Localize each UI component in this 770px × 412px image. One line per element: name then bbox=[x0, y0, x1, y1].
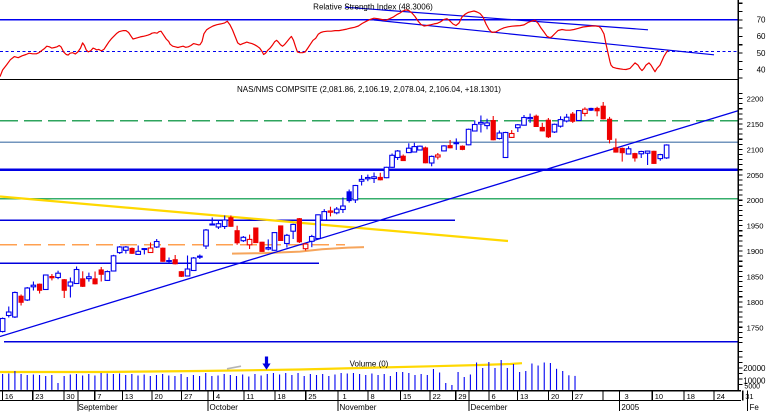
svg-text:23: 23 bbox=[35, 392, 43, 401]
svg-text:Relative Strength Index (48.30: Relative Strength Index (48.3006) bbox=[313, 3, 433, 12]
svg-text:25: 25 bbox=[308, 392, 316, 401]
svg-text:22: 22 bbox=[433, 392, 441, 401]
svg-text:10: 10 bbox=[655, 392, 663, 401]
svg-text:60: 60 bbox=[757, 32, 766, 41]
svg-text:8: 8 bbox=[371, 392, 375, 401]
svg-text:Volume (0): Volume (0) bbox=[350, 359, 389, 368]
svg-text:3: 3 bbox=[625, 392, 629, 401]
svg-text:15: 15 bbox=[403, 392, 411, 401]
svg-text:20000: 20000 bbox=[743, 364, 766, 373]
svg-text:27: 27 bbox=[184, 392, 192, 401]
svg-text:6: 6 bbox=[492, 392, 496, 401]
svg-text:31: 31 bbox=[745, 392, 753, 401]
svg-text:1950: 1950 bbox=[747, 222, 764, 231]
svg-text:18: 18 bbox=[277, 392, 285, 401]
svg-text:40: 40 bbox=[757, 65, 766, 74]
svg-text:11: 11 bbox=[246, 392, 254, 401]
svg-text:September: September bbox=[79, 403, 118, 412]
svg-text:70: 70 bbox=[757, 16, 766, 25]
svg-text:13: 13 bbox=[520, 392, 528, 401]
svg-text:NAS/NMS COMPSITE (2,081.86, 2,: NAS/NMS COMPSITE (2,081.86, 2,106.19, 2,… bbox=[237, 85, 501, 94]
svg-text:2050: 2050 bbox=[747, 171, 764, 180]
svg-text:1: 1 bbox=[343, 392, 347, 401]
svg-text:1900: 1900 bbox=[747, 247, 764, 256]
svg-text:13: 13 bbox=[125, 392, 133, 401]
svg-text:Fe: Fe bbox=[750, 403, 760, 412]
svg-text:7: 7 bbox=[97, 392, 101, 401]
svg-text:20: 20 bbox=[551, 392, 559, 401]
svg-text:2005: 2005 bbox=[621, 403, 639, 412]
svg-text:1850: 1850 bbox=[747, 273, 764, 282]
svg-text:1800: 1800 bbox=[747, 298, 764, 307]
svg-text:30: 30 bbox=[66, 392, 74, 401]
svg-text:2200: 2200 bbox=[747, 94, 764, 103]
svg-text:October: October bbox=[210, 403, 239, 412]
svg-text:20: 20 bbox=[155, 392, 163, 401]
svg-text:2150: 2150 bbox=[747, 120, 764, 129]
svg-text:5000: 5000 bbox=[744, 384, 760, 391]
svg-text:2100: 2100 bbox=[747, 145, 764, 154]
svg-text:4: 4 bbox=[216, 392, 220, 401]
svg-text:10000: 10000 bbox=[743, 376, 766, 385]
svg-text:November: November bbox=[340, 403, 377, 412]
svg-text:29: 29 bbox=[458, 392, 466, 401]
svg-text:December: December bbox=[471, 403, 508, 412]
svg-text:24: 24 bbox=[717, 392, 725, 401]
svg-text:27: 27 bbox=[575, 392, 583, 401]
svg-text:16: 16 bbox=[5, 392, 13, 401]
svg-text:18: 18 bbox=[687, 392, 695, 401]
svg-text:2000: 2000 bbox=[747, 196, 764, 205]
svg-text:1750: 1750 bbox=[747, 324, 764, 333]
svg-text:50: 50 bbox=[757, 49, 766, 58]
